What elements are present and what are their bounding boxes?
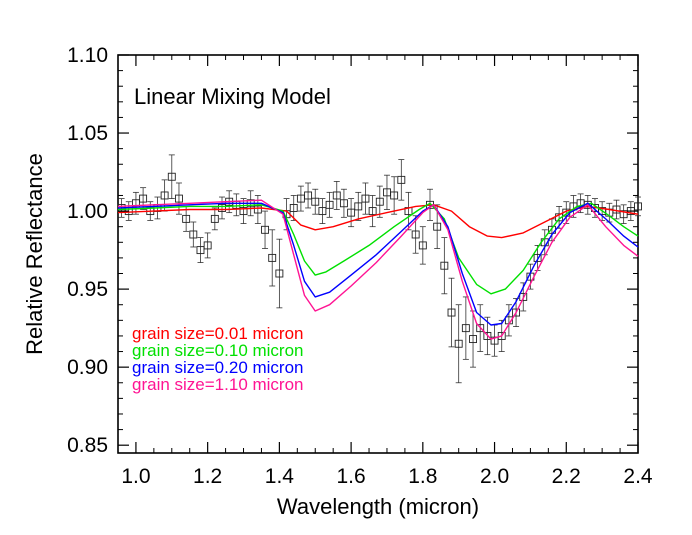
- chart-title: Linear Mixing Model: [134, 84, 331, 109]
- y-tick-label: 1.05: [67, 122, 108, 145]
- x-tick-label: 1.0: [121, 465, 150, 488]
- x-tick-label: 2.0: [480, 465, 509, 488]
- series-line: [118, 203, 638, 293]
- x-tick-label: 1.4: [265, 465, 295, 488]
- x-tick-label: 1.6: [337, 465, 366, 488]
- x-tick-label: 1.2: [193, 465, 222, 488]
- x-tick-label: 2.4: [623, 465, 653, 488]
- x-axis-label: Wavelength (micron): [277, 494, 479, 519]
- y-tick-label: 0.90: [67, 356, 108, 379]
- x-axis: 1.0 1.2 1.4 1.6 1.8 2.0 2.2 2.4: [121, 55, 653, 488]
- x-tick-label: 2.2: [552, 465, 581, 488]
- y-tick-label: 0.95: [67, 278, 108, 301]
- y-tick-label: 1.10: [67, 44, 108, 67]
- legend-entry: grain size=1.10 micron: [132, 375, 304, 394]
- x-tick-label: 1.8: [408, 465, 437, 488]
- y-axis-label: Relative Reflectance: [22, 153, 47, 355]
- y-tick-label: 0.85: [67, 434, 108, 457]
- reflectance-chart: 1.0 1.2 1.4 1.6 1.8 2.0 2.2 2.4 0.85 0.90 0.95 1.0…: [0, 0, 692, 535]
- y-tick-label: 1.00: [67, 200, 108, 223]
- series-line: [118, 203, 638, 325]
